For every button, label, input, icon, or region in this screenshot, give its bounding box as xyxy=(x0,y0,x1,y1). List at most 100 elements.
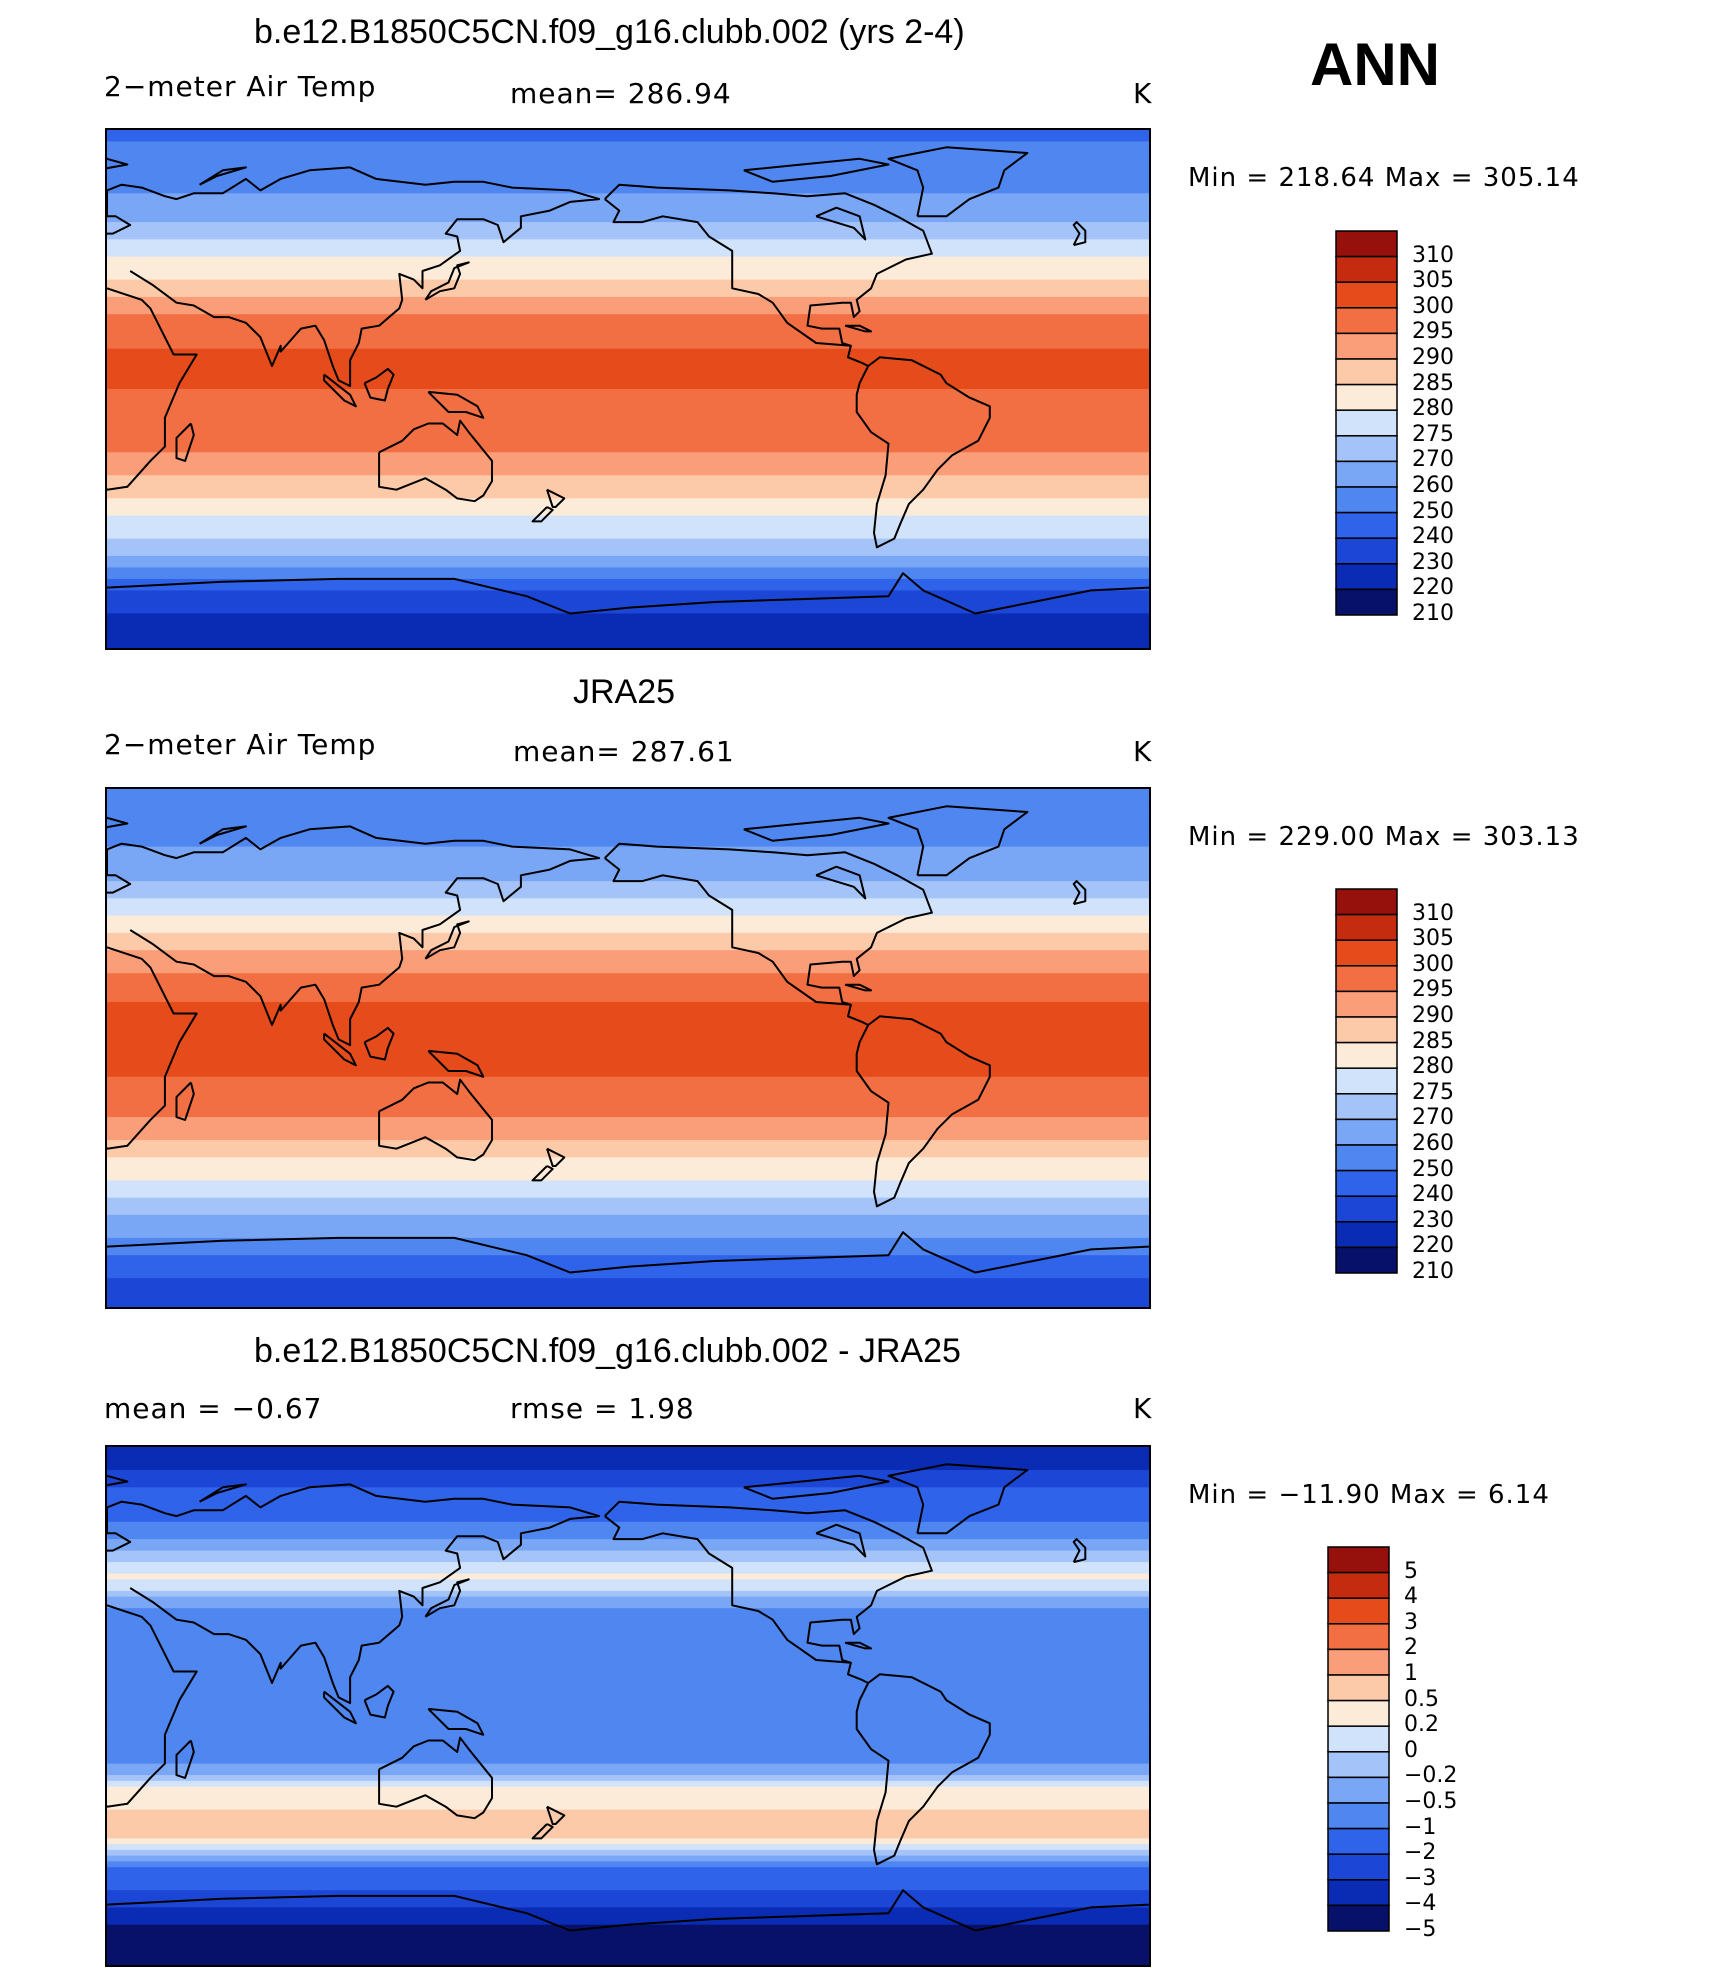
colorbar-tick-label: 210 xyxy=(1412,601,1454,626)
lat-band xyxy=(107,1803,1149,1811)
coastline-europeSouth xyxy=(107,849,132,894)
panel1-mean: mean= 286.94 xyxy=(510,77,732,110)
lat-band xyxy=(107,1849,1149,1857)
coastline-australia xyxy=(378,419,493,503)
colorbar-tick-label: 240 xyxy=(1412,1182,1454,1208)
lat-band xyxy=(107,285,1149,292)
colorbar-swatch xyxy=(1335,990,1398,1018)
lat-band xyxy=(107,1596,1149,1603)
coastline-newguinea xyxy=(427,390,485,419)
lat-band xyxy=(107,176,1149,183)
lat-band xyxy=(107,1163,1149,1170)
lat-band xyxy=(107,1706,1149,1713)
colorbar-tick-label: 0.2 xyxy=(1404,1712,1439,1738)
lat-band xyxy=(107,1688,1149,1696)
panel2-bands xyxy=(107,789,1149,1307)
season-label: ANN xyxy=(1310,31,1440,98)
colorbar-tick-label: 310 xyxy=(1412,242,1454,268)
panel2-map-svg xyxy=(107,789,1149,1307)
coastline-svalbard xyxy=(107,1474,129,1487)
coastline-borneo xyxy=(363,1026,395,1061)
lat-band xyxy=(107,1197,1149,1204)
lat-band xyxy=(107,1260,1149,1268)
colorbar-swatch xyxy=(1335,409,1398,437)
lat-band xyxy=(107,153,1149,160)
coastline-hudson xyxy=(815,865,867,900)
coastline-americaWest xyxy=(604,198,851,347)
coastline-europeSouth xyxy=(107,1507,132,1552)
lat-band xyxy=(107,835,1149,842)
lat-band xyxy=(107,550,1149,557)
colorbar-swatch xyxy=(1335,511,1398,539)
panel3-title: b.e12.B1850C5CN.f09_g16.clubb.002 - JRA2… xyxy=(254,1332,961,1370)
coastline-americaWest xyxy=(604,1515,851,1664)
colorbar-swatch xyxy=(1327,1879,1390,1907)
colorbar-swatch xyxy=(1335,1093,1398,1121)
coastline-uk xyxy=(1072,221,1087,247)
lat-band xyxy=(107,239,1149,246)
coastline-newguinea xyxy=(427,1049,485,1078)
coastline-nz xyxy=(546,1147,566,1167)
panel2-mean: mean= 287.61 xyxy=(513,735,735,768)
lat-band xyxy=(107,1504,1149,1511)
lat-band xyxy=(107,794,1149,802)
panel1-units: K xyxy=(1133,77,1153,110)
lat-band xyxy=(107,429,1149,436)
lat-band xyxy=(107,544,1149,551)
lat-band xyxy=(107,1677,1149,1684)
colorbar-tick-label: −0.2 xyxy=(1404,1763,1458,1789)
colorbar-tick-label: 220 xyxy=(1412,575,1454,601)
lat-band xyxy=(107,199,1149,206)
lat-band xyxy=(107,486,1149,494)
lat-band xyxy=(107,1510,1149,1517)
lat-band xyxy=(107,458,1149,465)
coastline-hudson xyxy=(815,206,867,241)
lat-band xyxy=(107,1613,1149,1621)
lat-band xyxy=(107,377,1149,384)
lat-band xyxy=(107,590,1149,597)
lat-band xyxy=(107,348,1149,356)
lat-band xyxy=(107,1901,1149,1909)
lat-band xyxy=(107,1642,1149,1650)
colorbar-tick-label: −5 xyxy=(1404,1917,1437,1942)
lat-band xyxy=(107,469,1149,476)
colorbar-tick-label: 310 xyxy=(1412,900,1454,926)
lat-band xyxy=(107,498,1149,505)
lat-band xyxy=(107,642,1149,648)
lat-band xyxy=(107,1001,1149,1009)
lat-band xyxy=(107,1752,1149,1759)
lat-band xyxy=(107,1533,1149,1540)
coastline-japan xyxy=(424,261,470,301)
coastline-madagascar xyxy=(175,422,195,462)
colorbar-tick-label: −1 xyxy=(1404,1814,1437,1840)
lat-band xyxy=(107,613,1149,620)
colorbar-swatch xyxy=(1335,1169,1398,1197)
lat-band xyxy=(107,308,1149,315)
coastline-borneo xyxy=(363,367,395,402)
lat-band xyxy=(107,227,1149,235)
lat-band xyxy=(107,636,1149,643)
coastline-nzs xyxy=(531,506,554,523)
colorbar-swatch xyxy=(1335,1041,1398,1069)
coastline-america xyxy=(604,183,991,549)
lat-band xyxy=(107,578,1149,586)
lat-band xyxy=(107,846,1149,853)
lat-band xyxy=(107,1099,1149,1107)
colorbar-swatch xyxy=(1335,460,1398,488)
coastline-svalbard xyxy=(107,157,129,170)
colorbar-swatch xyxy=(1335,913,1398,941)
colorbar-tick-label: 280 xyxy=(1412,1054,1454,1080)
lat-band xyxy=(107,1585,1149,1592)
coastline-eurasia xyxy=(107,825,601,1047)
lat-band xyxy=(107,1237,1149,1245)
lat-band xyxy=(107,1527,1149,1534)
lat-band xyxy=(107,1255,1149,1262)
lat-band xyxy=(107,863,1149,871)
colorbar-tick-label: 0.5 xyxy=(1404,1686,1439,1712)
colorbar-swatch xyxy=(1335,1016,1398,1044)
panel2-map xyxy=(105,787,1151,1309)
lat-band xyxy=(107,342,1149,350)
lat-band xyxy=(107,279,1149,286)
lat-band xyxy=(107,365,1149,373)
lat-band xyxy=(107,273,1149,281)
